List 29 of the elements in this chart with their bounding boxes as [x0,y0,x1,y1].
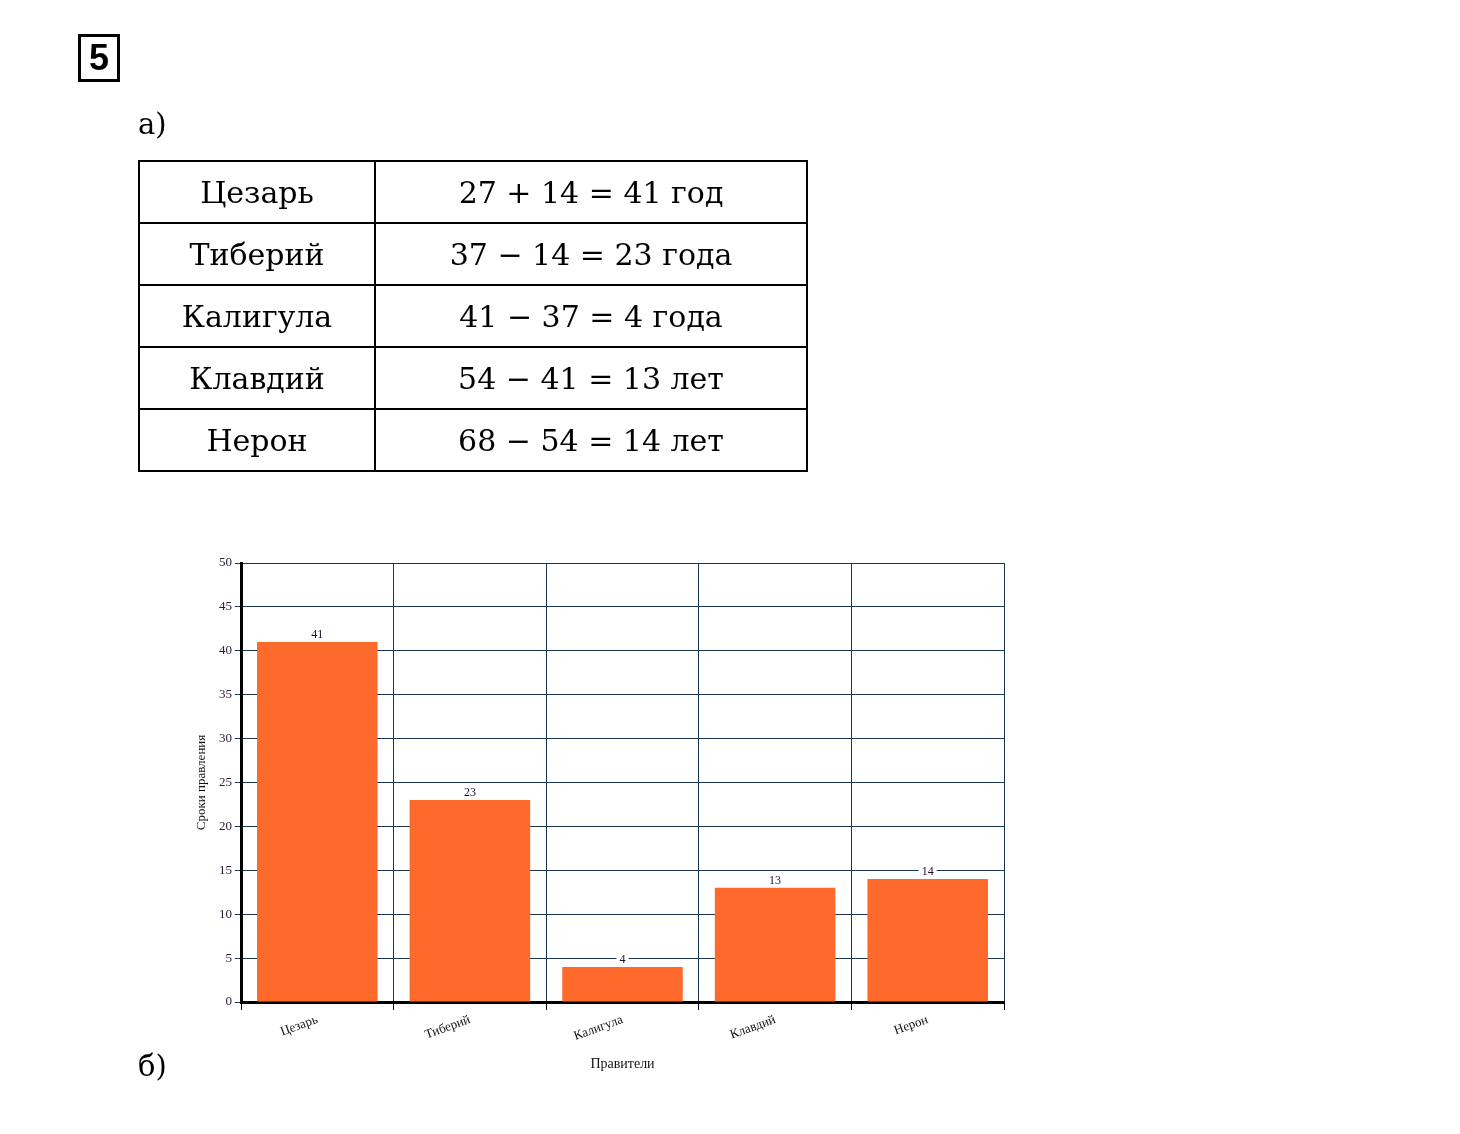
y-tick-label: 0 [225,993,232,1009]
text: б) [138,1048,167,1084]
data-label: 4 [619,952,626,967]
boxed-number: 5 [78,34,120,82]
bar [257,642,378,1002]
y-tick-label: 30 [219,730,232,746]
y-tick-label: 45 [219,598,232,614]
data-label: 23 [463,785,476,800]
data-label: 13 [769,873,782,888]
y-tick-label: 5 [225,949,232,965]
bar [409,800,531,1002]
text: а) [138,106,167,142]
bar [562,966,683,1002]
bar [714,887,836,1002]
x-tick-label: Нерон [891,1011,930,1038]
y-tick-label: 25 [219,773,232,789]
x-tick-label: Цезарь [278,1011,320,1039]
bar [867,879,988,1002]
y-tick-label: 10 [219,905,232,921]
answer-table: Цезарь 27 + 14 = 41 год Тиберий 37 − 14 = 23 года Калигула 41 − 37 = 4 года Клавдий 54 − 41 = 13 лет Нерон 68 − 54 = 14 лет [138,160,808,472]
data-label: 41 [311,627,324,642]
y-tick-label: 20 [219,817,232,833]
x-axis-title: Правители [590,1056,656,1072]
y-tick-label: 15 [219,861,232,877]
y-axis-title: Сроки правления [193,734,209,831]
y-tick-label: 35 [219,686,232,702]
y-tick-label: 40 [219,642,232,658]
data-label: 14 [921,864,934,879]
y-tick-label: 50 [219,554,232,570]
